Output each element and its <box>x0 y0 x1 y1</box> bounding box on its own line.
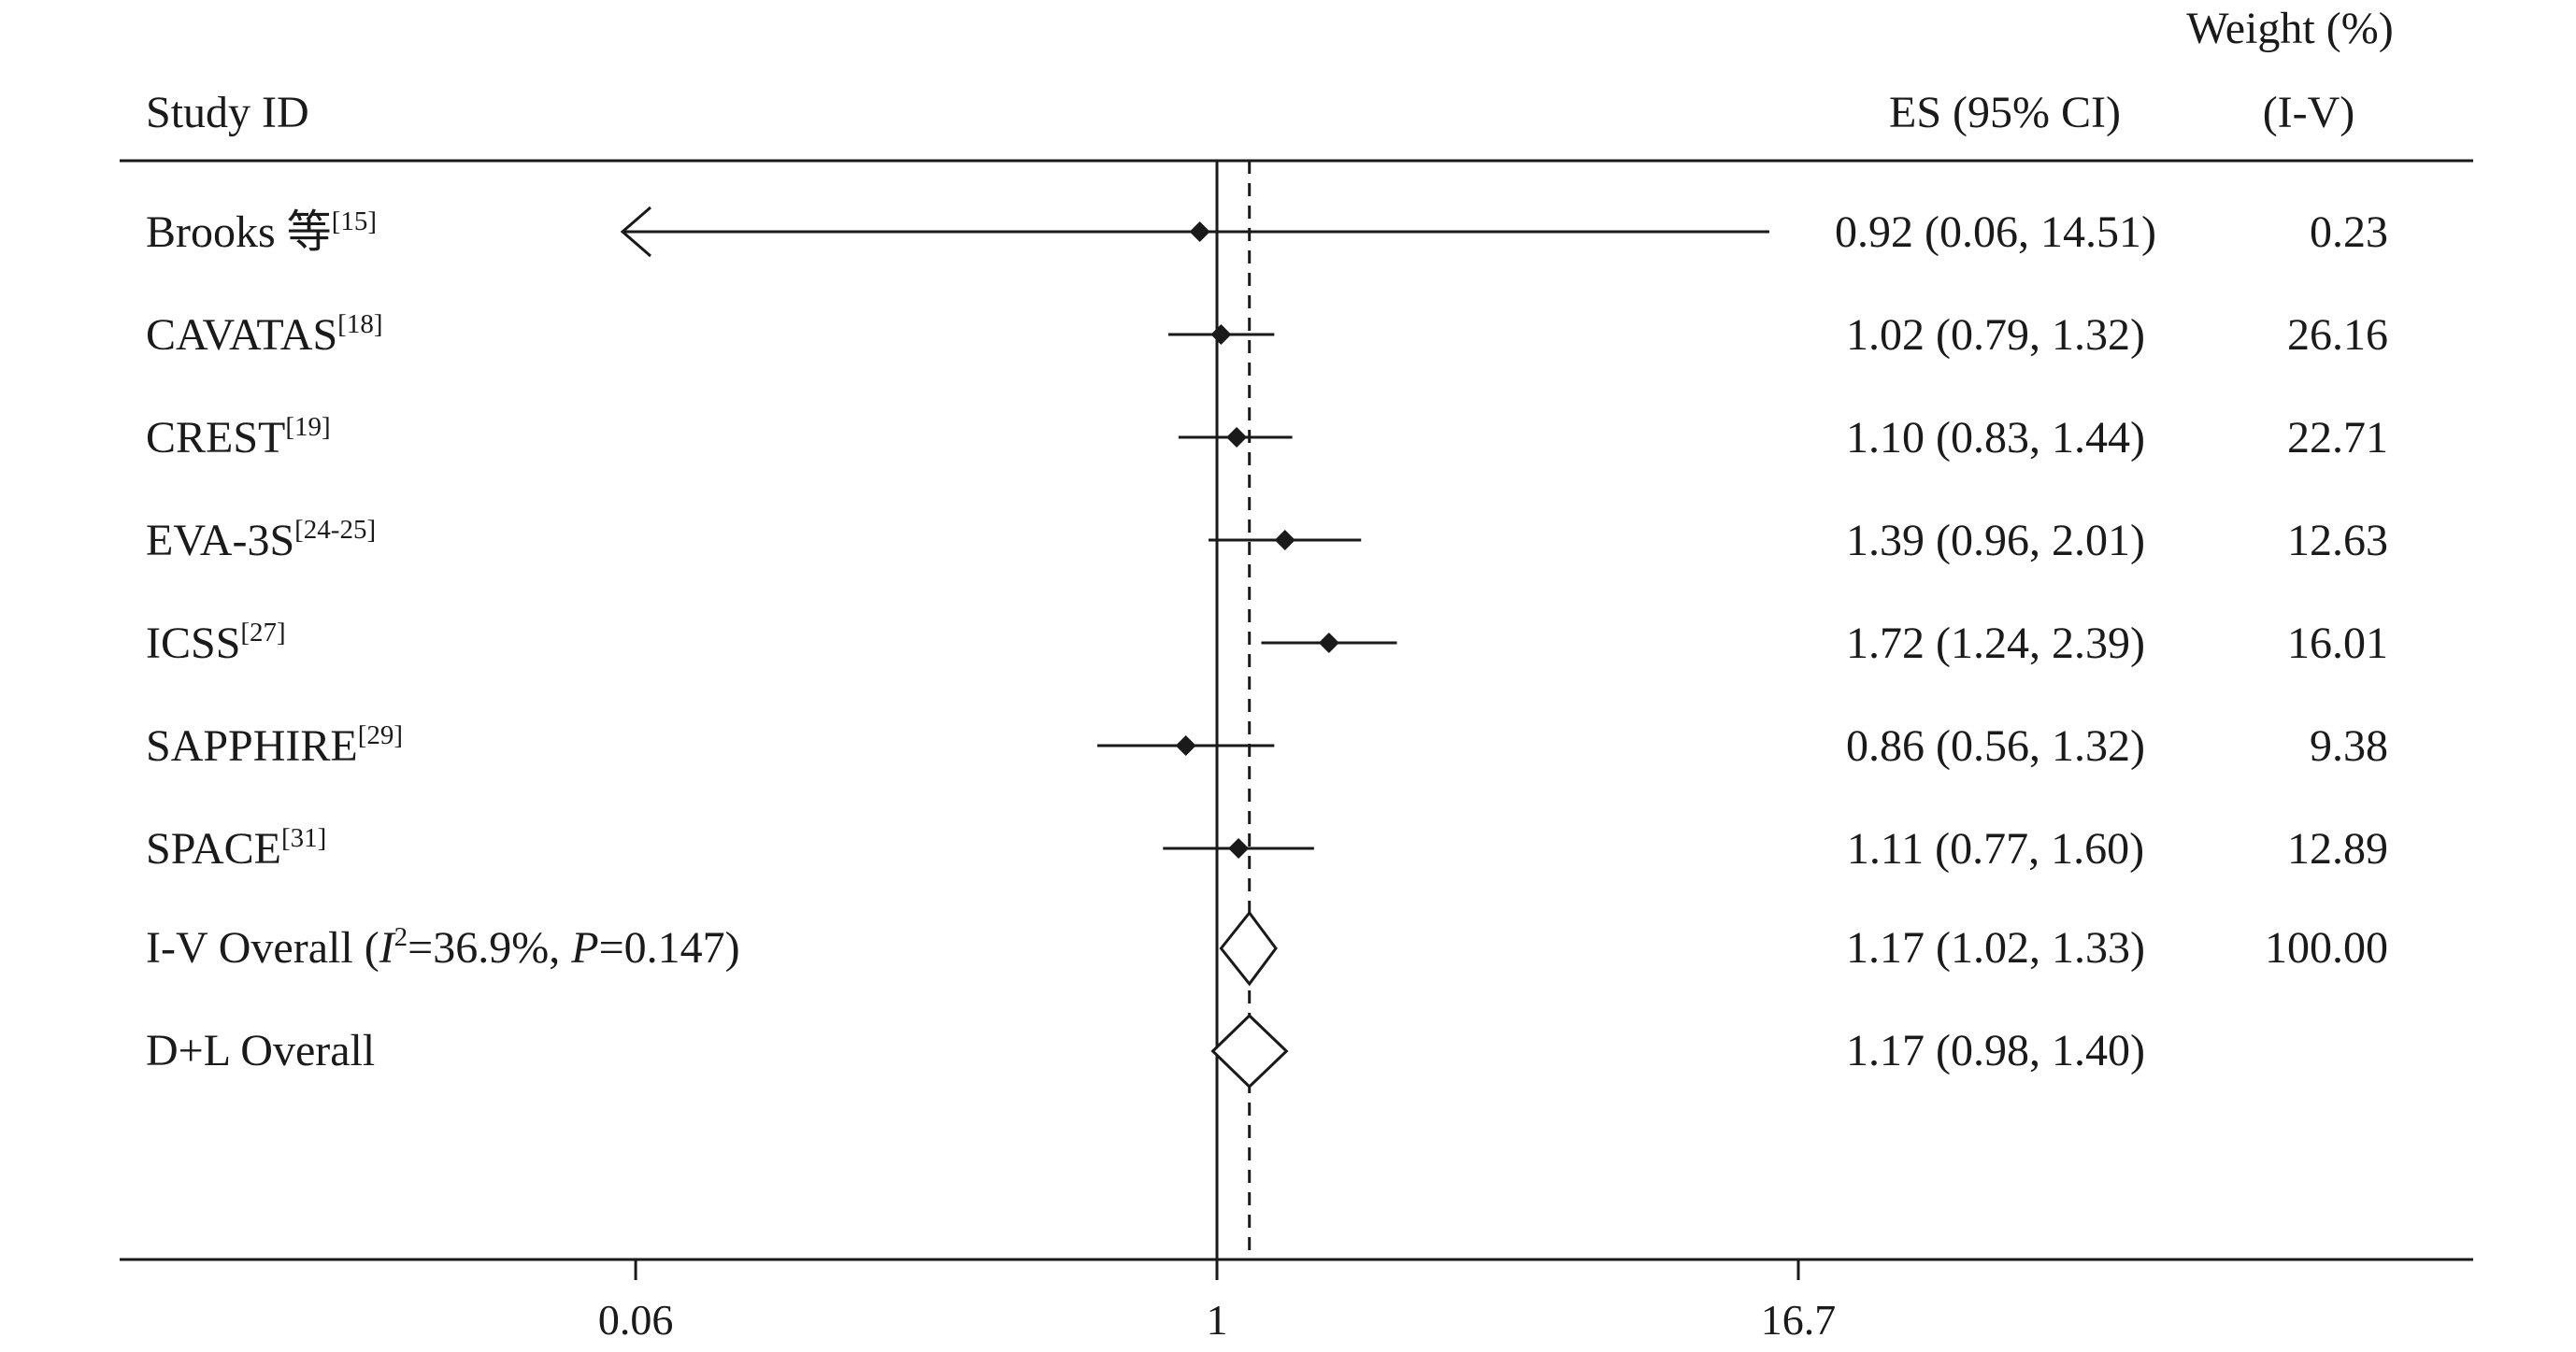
point-estimate-marker <box>1228 838 1250 859</box>
overall-diamond <box>1219 910 1278 987</box>
study-label: CREST[19] <box>146 412 331 463</box>
study-label: SAPPHIRE[29] <box>146 720 403 771</box>
point-estimate-marker <box>1210 324 1232 345</box>
study-weight: 9.38 <box>2310 721 2388 771</box>
study-weight: 22.71 <box>2287 413 2388 463</box>
overall-diamond <box>1210 1013 1289 1089</box>
overall-dl-es: 1.17 (0.98, 1.40) <box>1846 1026 2145 1075</box>
point-estimate-marker <box>1189 221 1210 242</box>
study-label: CAVATAS[18] <box>146 309 382 360</box>
overall-rows: I-V Overall (I2=36.9%, P=0.147) 1.17 (1.… <box>146 922 2388 1075</box>
study-weight: 16.01 <box>2287 619 2388 668</box>
study-es-ci: 1.39 (0.96, 2.01) <box>1846 516 2145 565</box>
study-label: ICSS[27] <box>146 618 286 668</box>
study-es-ci: 0.86 (0.56, 1.32) <box>1846 721 2145 771</box>
study-es-ci: 1.11 (0.77, 1.60) <box>1847 824 2144 874</box>
overall-iv-weight: 100.00 <box>2265 923 2388 973</box>
point-estimate-marker <box>1318 633 1339 653</box>
study-weight: 26.16 <box>2287 310 2388 360</box>
study-es-ci: 0.92 (0.06, 14.51) <box>1835 207 2156 257</box>
study-rows: Brooks 等[15] 0.92 (0.06, 14.51) 0.23 CAVATA… <box>146 206 2388 874</box>
point-estimate-marker <box>1226 427 1248 448</box>
study-weight: 12.89 <box>2287 824 2388 874</box>
study-weight: 12.63 <box>2287 516 2388 565</box>
x-tick-label: 16.7 <box>1761 1296 1837 1344</box>
overall-dl-label: D+L Overall <box>146 1026 375 1075</box>
x-tick-label: 0.06 <box>598 1296 674 1344</box>
study-label: SPACE[31] <box>146 823 326 874</box>
header-weight-method: (I-V) <box>2263 88 2355 137</box>
study-label: EVA-3S[24-25] <box>146 515 376 565</box>
overall-iv-label: I-V Overall (I2=36.9%, P=0.147) <box>146 922 740 973</box>
study-weight: 0.23 <box>2310 207 2388 257</box>
study-label: Brooks 等[15] <box>146 206 377 257</box>
overall-diamonds <box>1210 910 1289 1089</box>
study-es-ci: 1.10 (0.83, 1.44) <box>1846 413 2145 463</box>
x-tick-label: 1 <box>1207 1296 1228 1344</box>
header-weight-label: Weight (%) <box>2186 4 2393 53</box>
point-estimate-marker <box>1175 735 1196 756</box>
point-estimate-marker <box>1274 530 1295 550</box>
study-es-ci: 1.72 (1.24, 2.39) <box>1846 619 2145 668</box>
study-es-ci: 1.02 (0.79, 1.32) <box>1846 310 2145 360</box>
x-axis-ticks: 0.06 1 16.7 <box>598 1259 1836 1344</box>
header-study-id: Study ID <box>146 88 309 137</box>
header-es-ci: ES (95% CI) <box>1889 88 2121 137</box>
overall-iv-es: 1.17 (1.02, 1.33) <box>1846 923 2145 973</box>
